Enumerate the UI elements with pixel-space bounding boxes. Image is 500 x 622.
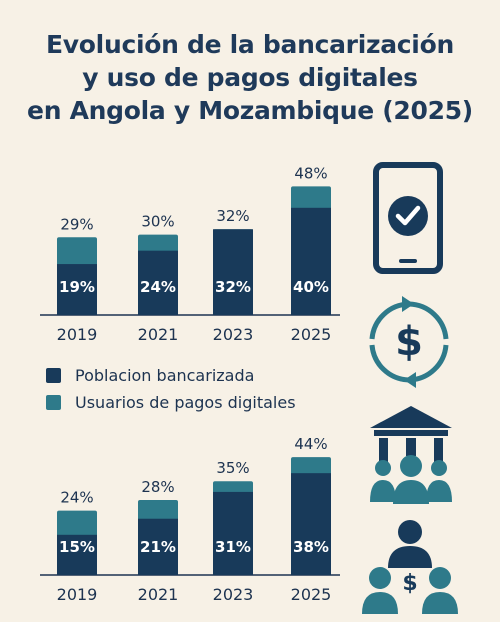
x-tick-2023: 2023 (213, 585, 254, 604)
label-banked-2025: 38% (293, 538, 329, 556)
legend-swatch-digital (46, 395, 61, 410)
label-digital-2025: 48% (294, 164, 327, 182)
bar-banked-2021 (138, 518, 178, 575)
label-digital-2021: 30% (141, 213, 174, 231)
label-banked-2021: 21% (140, 538, 176, 556)
label-banked-2023: 32% (215, 278, 251, 296)
x-tick-2021: 2021 (138, 585, 179, 604)
bar-banked-2019 (57, 264, 97, 315)
bar-banked-2025 (291, 473, 331, 575)
x-tick-2023: 2023 (213, 325, 254, 344)
legend-item-banked: Poblacion bancarizada (46, 362, 296, 389)
legend-swatch-banked (46, 368, 61, 383)
legend: Poblacion bancarizada Usuarios de pagos … (46, 362, 296, 416)
label-banked-2019: 19% (59, 278, 95, 296)
legend-item-digital: Usuarios de pagos digitales (46, 389, 296, 416)
x-tick-2019: 2019 (57, 585, 98, 604)
label-digital-2021: 28% (141, 478, 174, 496)
chart-2-svg: 24% 15% 2019 28% 21% 2021 35% 31% 2023 44% 38% 2025 (40, 435, 340, 604)
label-banked-2025: 40% (293, 278, 329, 296)
x-tick-2019: 2019 (57, 325, 98, 344)
dollar-cycle-icon: $ (369, 296, 449, 388)
label-digital-2023: 32% (216, 207, 249, 225)
chart-top: 29% 19% 2019 30% 24% 2021 32% 32% 2023 48% 40% 2025 (0, 160, 360, 350)
title-line-3: en Angola y Mozambique (2025) (27, 96, 473, 125)
people-dollar-icon: $ (362, 520, 458, 614)
title-line-1: Evolución de la bancarización (46, 30, 454, 59)
bar-banked-2025 (291, 207, 331, 315)
label-digital-2023: 35% (216, 459, 249, 477)
chart-1-svg: 29% 19% 2019 30% 24% 2021 32% 32% 2023 48% 40% 2025 (40, 164, 340, 344)
x-tick-2025: 2025 (291, 325, 332, 344)
bar-banked-2023 (213, 229, 253, 315)
label-banked-2019: 15% (59, 538, 95, 556)
bar-banked-2023 (213, 491, 253, 575)
svg-text:$: $ (395, 319, 423, 365)
bank-people-icon (370, 406, 452, 504)
bar-banked-2019 (57, 534, 97, 575)
bar-banked-2021 (138, 250, 178, 315)
label-digital-2019: 29% (60, 215, 93, 233)
svg-text:$: $ (402, 571, 417, 596)
chart-bottom: 24% 15% 2019 28% 21% 2021 35% 31% 2023 44% 38% 2025 (0, 420, 360, 610)
label-banked-2021: 24% (140, 278, 176, 296)
x-tick-2025: 2025 (291, 585, 332, 604)
label-banked-2023: 31% (215, 538, 251, 556)
smartphone-check-icon (373, 162, 443, 274)
title-line-2: y uso de pagos digitales (82, 63, 418, 92)
legend-label-banked: Poblacion bancarizada (75, 366, 255, 385)
page-title: Evolución de la bancarización y uso de p… (0, 28, 500, 127)
label-digital-2025: 44% (294, 435, 327, 453)
label-digital-2019: 24% (60, 489, 93, 507)
legend-label-digital: Usuarios de pagos digitales (75, 393, 296, 412)
x-tick-2021: 2021 (138, 325, 179, 344)
